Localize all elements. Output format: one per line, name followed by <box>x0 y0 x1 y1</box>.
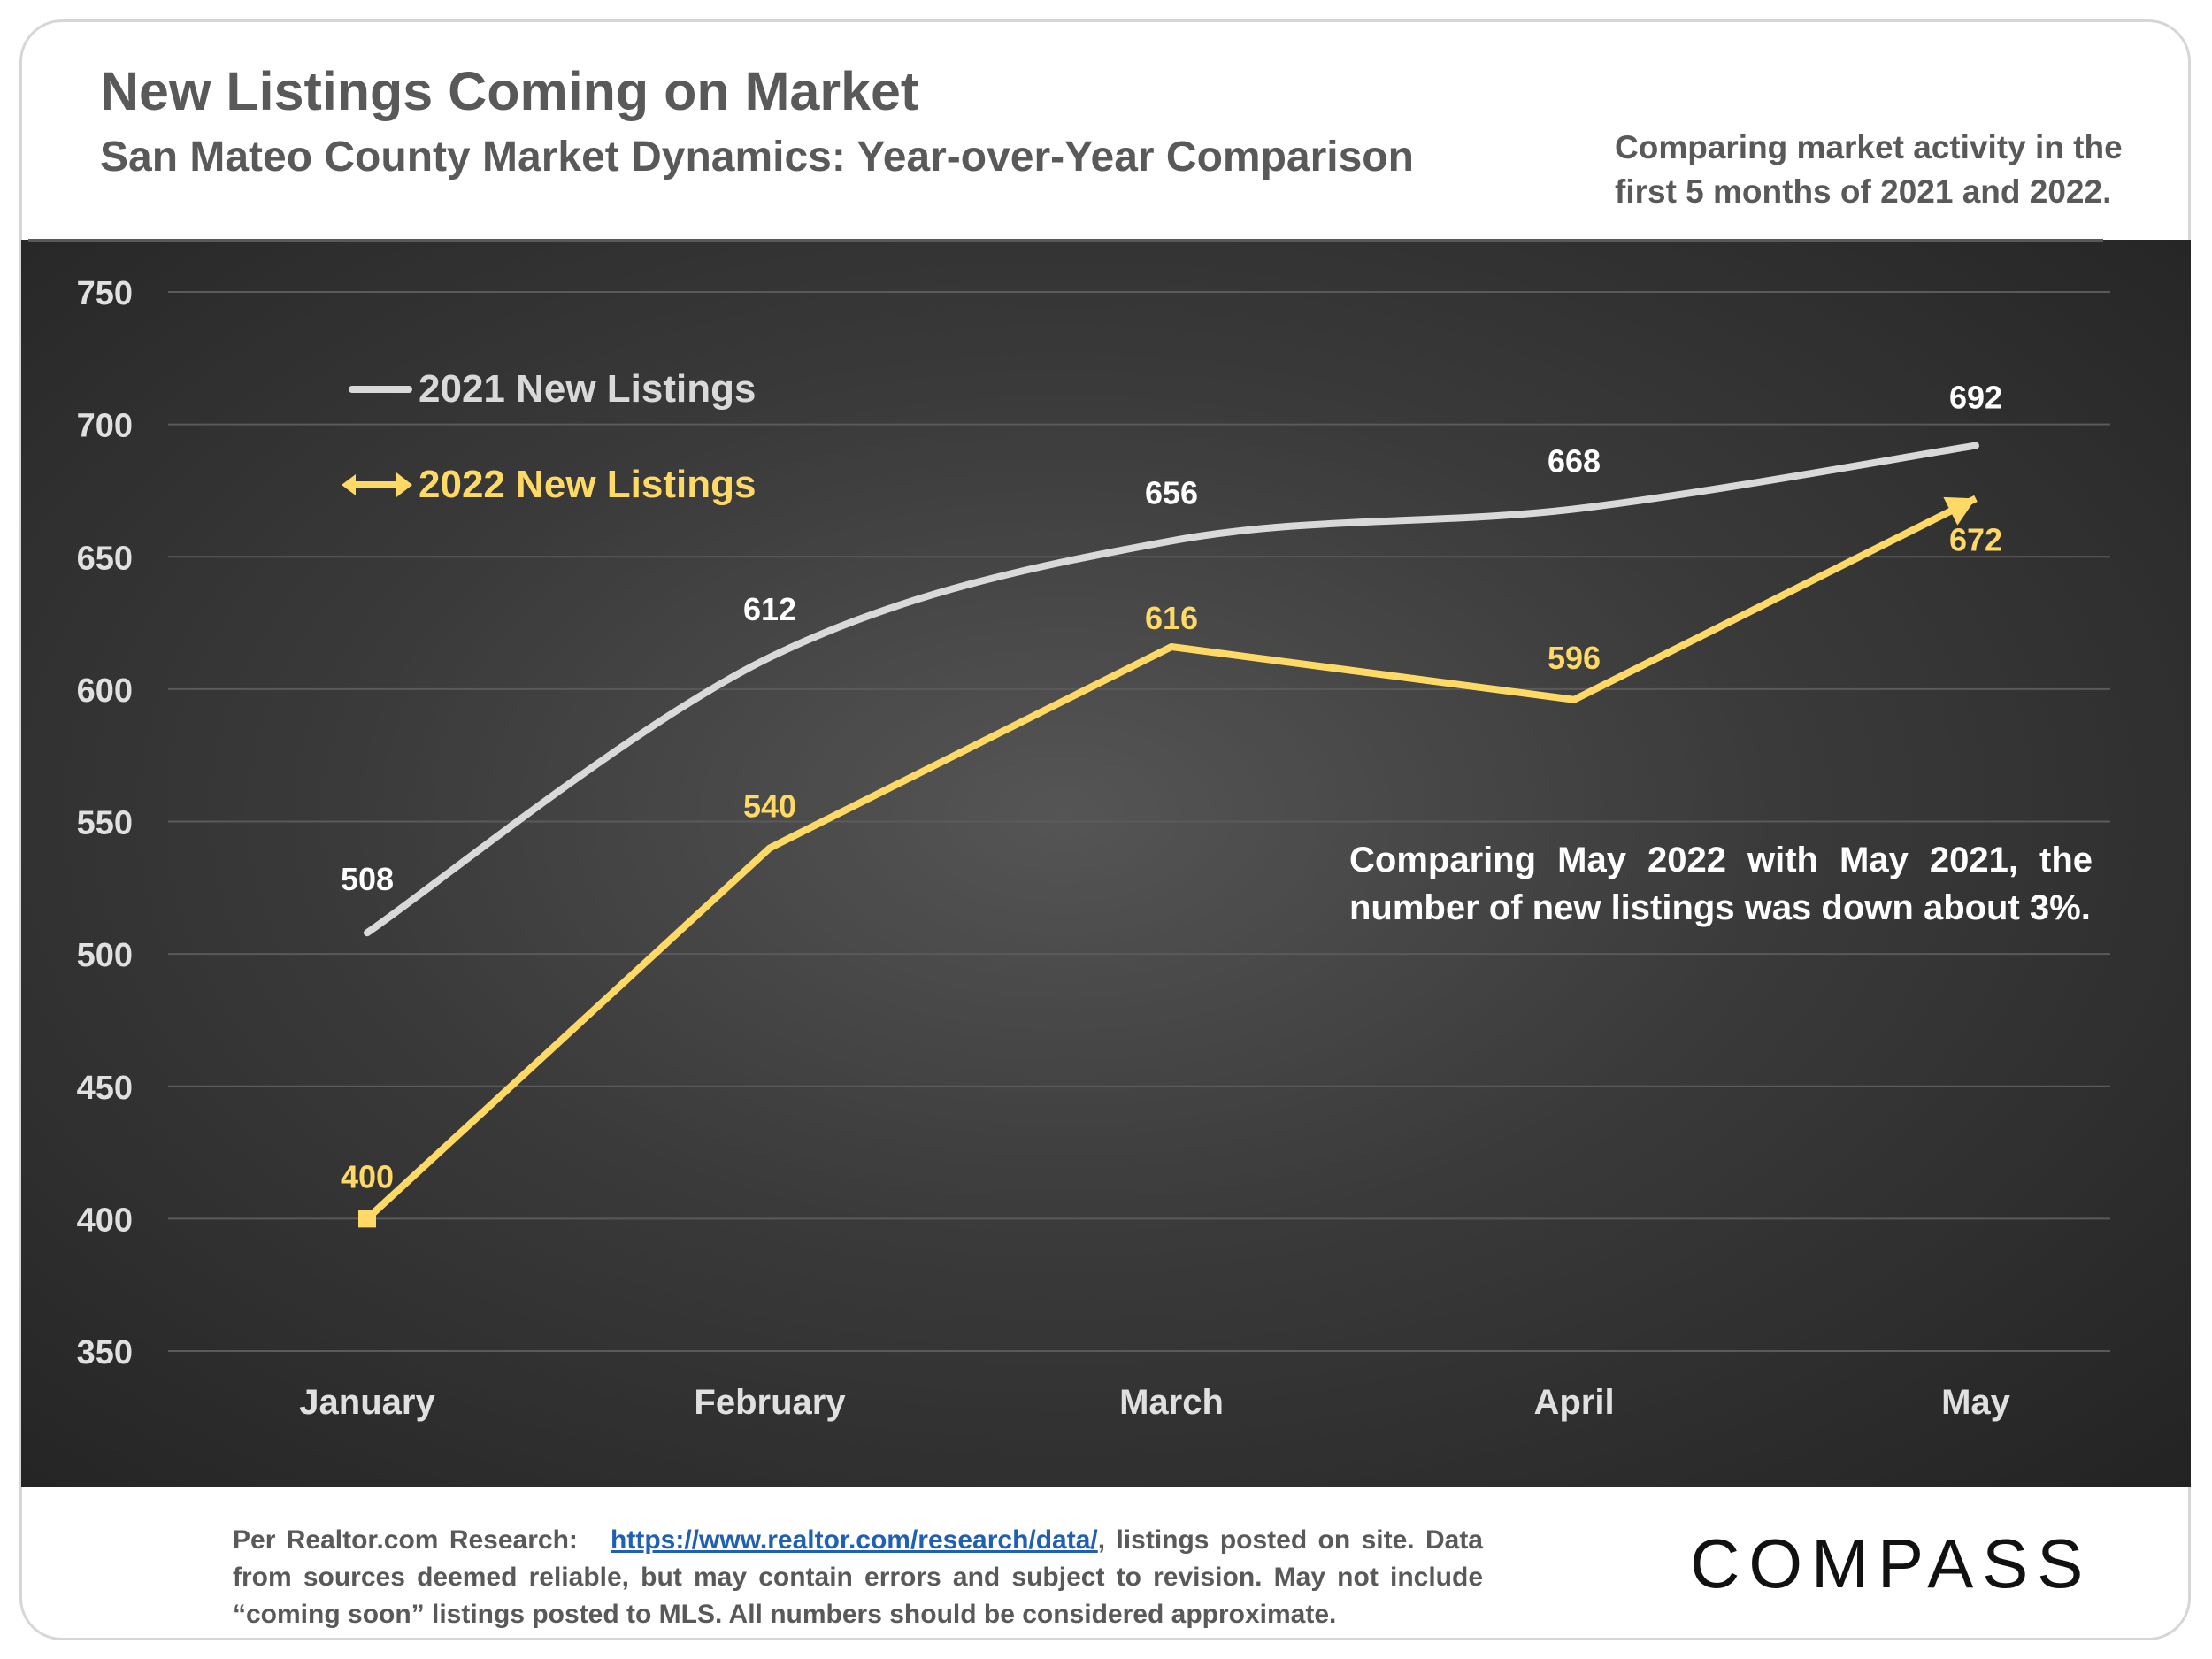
x-tick-label: March <box>1119 1383 1224 1422</box>
data-label-2022: 400 <box>341 1158 394 1194</box>
footnote-prefix: Per Realtor.com Research: <box>233 1525 578 1555</box>
compass-logo: COMPASS <box>1690 1525 2093 1602</box>
series-2022-end-arrow <box>1943 496 1976 526</box>
data-label-2021: 668 <box>1548 442 1601 479</box>
data-label-2021: 656 <box>1145 474 1198 511</box>
series-2021-line <box>364 442 1979 937</box>
data-label-2022: 596 <box>1548 640 1601 676</box>
data-label-2021: 612 <box>743 591 796 627</box>
x-tick-label: May <box>1941 1383 2011 1422</box>
chart-panel <box>21 240 2191 1487</box>
x-tick-label: February <box>694 1383 846 1422</box>
y-tick-label: 700 <box>77 408 133 445</box>
series-2022-start-marker <box>358 1210 376 1228</box>
legend-2022-marker-right <box>396 472 412 497</box>
y-tick-label: 750 <box>77 275 133 312</box>
y-tick-label: 450 <box>77 1070 133 1107</box>
data-label-2021: 692 <box>1949 380 2002 416</box>
y-tick-label: 650 <box>77 540 133 577</box>
chart-annotation: Comparing May 2022 with May 2021, the nu… <box>1349 841 2093 927</box>
x-tick-label: January <box>299 1383 435 1422</box>
source-footnote: Per Realtor.com Research: https://www.re… <box>233 1522 1483 1633</box>
legend-2022-marker-left <box>342 474 356 495</box>
series-2022-line <box>365 495 1978 1222</box>
x-tick-label: April <box>1533 1383 1614 1422</box>
legend-2021-label: 2021 New Listings <box>419 367 756 411</box>
context-note: Comparing market activity in the first 5… <box>1615 129 2123 210</box>
y-tick-label: 400 <box>77 1202 133 1239</box>
header-divider <box>28 239 2103 242</box>
y-tick-label: 500 <box>77 937 133 974</box>
source-link[interactable]: https://www.realtor.com/research/data/ <box>611 1525 1098 1555</box>
footnote-text: , listings posted on site. Data from sou… <box>233 1525 1483 1629</box>
y-tick-label: 600 <box>77 672 133 710</box>
y-tick-label: 350 <box>77 1334 133 1371</box>
page-title: New Listings Coming on Market <box>100 61 919 121</box>
data-label-2021: 508 <box>341 861 394 897</box>
data-label-2022: 540 <box>743 787 796 824</box>
data-label-2022: 672 <box>1949 521 2002 557</box>
page-subtitle: San Mateo County Market Dynamics: Year-o… <box>100 134 1414 180</box>
legend-2022-label: 2022 New Listings <box>419 463 756 506</box>
data-label-2022: 616 <box>1145 600 1198 636</box>
y-tick-label: 550 <box>77 805 133 842</box>
